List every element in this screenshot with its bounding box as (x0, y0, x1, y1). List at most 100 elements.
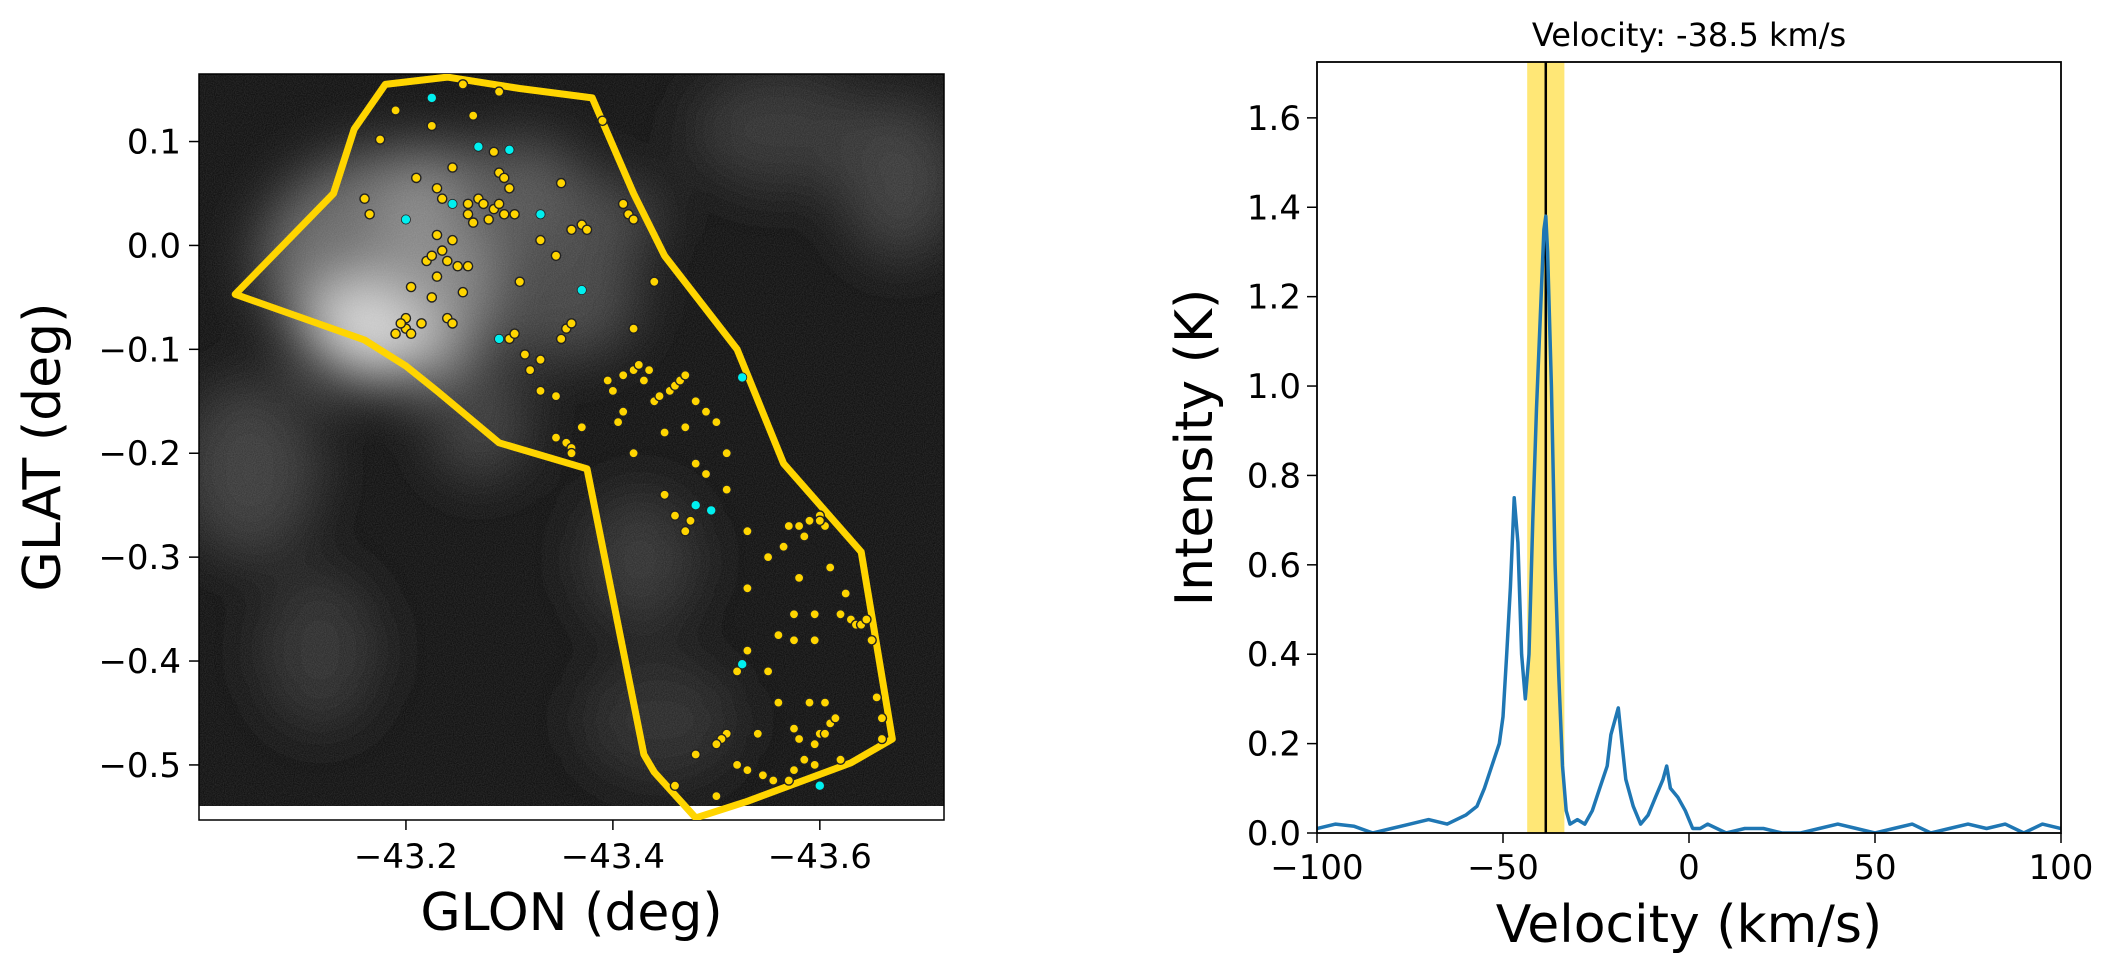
source-point-cyan (576, 285, 587, 296)
source-point-yellow (405, 328, 417, 340)
source-point-yellow (840, 588, 852, 599)
map-y-axis-label: GLAT (deg) (13, 303, 73, 592)
source-point-yellow (819, 728, 831, 740)
spectrum-x-axis-label: Velocity (km/s) (1496, 895, 1882, 955)
map-x-tick-label: −43.2 (354, 837, 458, 877)
source-point-yellow (566, 318, 577, 329)
source-point-yellow (633, 359, 645, 371)
source-point-yellow (654, 390, 665, 402)
source-point-yellow (504, 182, 515, 194)
source-point-yellow (643, 364, 655, 376)
source-point-yellow (638, 375, 650, 386)
source-point-yellow (762, 551, 774, 563)
source-point-yellow (700, 406, 712, 418)
source-point-yellow (493, 198, 505, 210)
map-y-tick-label: −0.1 (98, 330, 181, 370)
source-point-yellow (436, 193, 448, 204)
source-point-yellow (550, 250, 562, 262)
source-point-yellow (441, 255, 453, 267)
source-point-yellow (809, 609, 821, 620)
source-point-yellow (680, 369, 691, 381)
source-point-yellow (390, 328, 401, 340)
source-point-yellow (742, 645, 753, 656)
source-point-yellow (783, 520, 795, 532)
source-point-yellow (799, 531, 810, 542)
source-point-yellow (457, 79, 469, 90)
spectrum-x-tick-label: 100 (2029, 848, 2094, 888)
source-point-cyan (400, 214, 411, 225)
source-point-yellow (359, 193, 370, 204)
source-point-yellow (757, 770, 769, 781)
source-point-yellow (426, 292, 438, 303)
source-point-yellow (390, 105, 401, 116)
spectrum-y-tick-label: 1.2 (1247, 278, 1301, 318)
spectrum-x-tick-label: 50 (1853, 848, 1896, 888)
source-point-yellow (721, 447, 733, 459)
source-point-yellow (680, 525, 691, 537)
source-point-yellow (617, 198, 629, 210)
source-point-yellow (405, 281, 417, 293)
source-point-yellow (711, 416, 722, 428)
source-point-yellow (799, 754, 810, 766)
source-point-cyan (426, 92, 437, 103)
spectrum-title: Velocity: -38.5 km/s (1532, 16, 1846, 54)
source-point-yellow (550, 390, 562, 402)
source-point-yellow (876, 733, 888, 745)
source-point-yellow (447, 234, 458, 246)
spectrum-y-tick-label: 0.8 (1247, 456, 1301, 496)
map-y-tick-label: 0.0 (127, 226, 181, 266)
source-point-cyan (473, 141, 484, 152)
source-point-yellow (364, 208, 376, 220)
source-point-yellow (498, 172, 510, 184)
source-point-yellow (788, 723, 800, 734)
source-point-yellow (617, 369, 629, 381)
source-point-yellow (374, 134, 386, 145)
source-point-yellow (519, 349, 531, 360)
source-point-yellow (804, 697, 815, 708)
source-point-yellow (483, 214, 495, 225)
source-point-yellow (700, 468, 712, 480)
spectrum-series-line (1317, 214, 2061, 833)
source-point-yellow (462, 208, 474, 220)
source-point-yellow (824, 562, 836, 573)
map-frame (198, 73, 945, 821)
source-point-yellow (742, 764, 753, 776)
spectrum-y-tick-label: 1.0 (1247, 367, 1301, 407)
source-point-yellow (783, 775, 795, 786)
map-panel: −43.2 −43.4 −43.6 0.1 0.0 −0.1 −0.2 −0.3 −0.4 −0.… (13, 73, 945, 943)
source-point-yellow (711, 738, 722, 750)
map-y-tick-label: −0.3 (98, 538, 181, 578)
source-point-yellow (690, 458, 702, 469)
map-x-tick-label: −43.4 (561, 837, 665, 877)
source-point-yellow (628, 323, 639, 334)
source-point-yellow (731, 666, 743, 677)
source-point-yellow (452, 260, 464, 272)
source-point-yellow (628, 447, 639, 459)
source-point-yellow (493, 86, 505, 97)
source-point-cyan (737, 659, 748, 670)
source-point-yellow (395, 318, 407, 329)
source-point-yellow (788, 635, 800, 646)
source-point-yellow (431, 182, 443, 194)
source-point-yellow (804, 515, 815, 527)
source-point-yellow (861, 614, 872, 625)
source-point-yellow (809, 635, 821, 646)
spectrum-frame (1316, 61, 2062, 834)
source-point-yellow (535, 385, 546, 397)
source-point-yellow (607, 385, 619, 397)
map-axes: −43.2 −43.4 −43.6 0.1 0.0 −0.1 −0.2 −0.3 −0.4 −0.… (13, 123, 872, 943)
spectrum-x-tick-label: 0 (1678, 848, 1700, 888)
source-point-yellow (581, 224, 593, 236)
spectrum-y-tick-label: 0.0 (1247, 814, 1301, 854)
source-point-yellow (431, 229, 443, 241)
source-point-yellow (462, 260, 474, 272)
source-point-yellow (721, 484, 733, 495)
source-point-yellow (416, 318, 427, 329)
source-point-yellow (457, 286, 469, 298)
source-point-yellow (550, 432, 562, 443)
source-point-yellow (467, 110, 479, 121)
source-point-yellow (602, 375, 614, 386)
source-point-yellow (690, 749, 702, 760)
source-point-yellow (426, 250, 438, 262)
source-point-yellow (535, 354, 546, 366)
